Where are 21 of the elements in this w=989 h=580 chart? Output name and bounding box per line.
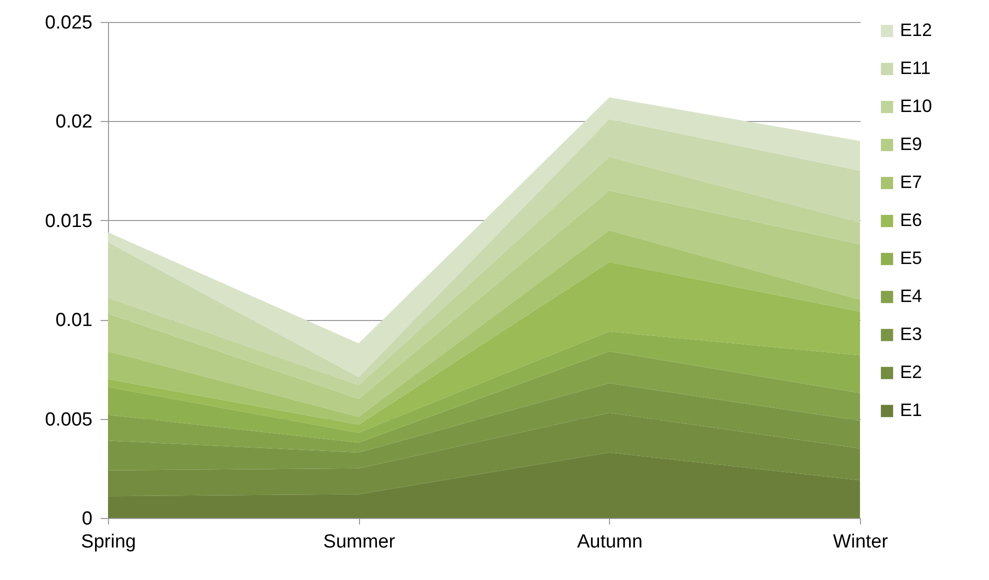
legend-label: E5 xyxy=(900,248,922,268)
legend-label: E2 xyxy=(900,362,922,382)
legend-label: E9 xyxy=(900,134,922,154)
x-tick-label: Autumn xyxy=(577,532,643,552)
y-tick-label: 0.015 xyxy=(44,210,92,232)
legend-label: E10 xyxy=(900,96,932,116)
legend-label: E6 xyxy=(900,210,922,230)
legend-label: E1 xyxy=(900,400,922,420)
x-tick-label: Summer xyxy=(323,532,396,552)
legend-label: E7 xyxy=(900,172,922,192)
y-tick-label: 0.005 xyxy=(44,409,92,430)
y-tick-label: 0 xyxy=(82,508,92,530)
y-tick-label: 0.01 xyxy=(56,310,92,332)
x-tick-label: Spring xyxy=(81,532,136,552)
legend-label: E11 xyxy=(900,58,931,78)
legend-label: E3 xyxy=(900,324,922,344)
y-tick-label: 0.025 xyxy=(44,12,92,34)
x-tick-label: Winter xyxy=(833,532,889,552)
y-tick-label: 0.02 xyxy=(56,112,92,133)
legend-label: E4 xyxy=(900,286,922,306)
legend-label: E12 xyxy=(900,20,932,40)
